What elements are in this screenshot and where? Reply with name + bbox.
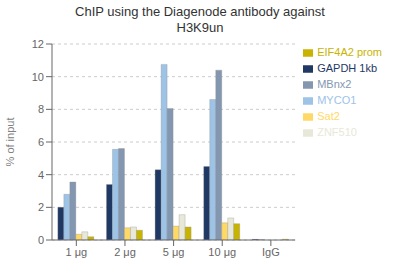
- html-text:MBnx2: MBnx2: [317, 78, 352, 90]
- svg-text:2: 2: [38, 201, 44, 213]
- svg-text:10 μg: 10 μg: [208, 246, 236, 258]
- svg-text:8: 8: [38, 103, 44, 115]
- html-text:ChIP using the Diagenode antib: ChIP using the Diagenode antibody agains…: [75, 4, 325, 19]
- svg-text:12: 12: [32, 38, 44, 50]
- svg-text:1 μg: 1 μg: [65, 246, 87, 258]
- svg-text:% of input: % of input: [8, 118, 16, 167]
- html-text:ZNF510: ZNF510: [317, 126, 357, 138]
- html-text:MYCO1: MYCO1: [317, 94, 357, 106]
- html-text:GAPDH 1kb: GAPDH 1kb: [317, 62, 378, 74]
- svg-text:0: 0: [38, 234, 44, 246]
- svg-text:10: 10: [32, 71, 44, 83]
- svg-text:IgG: IgG: [262, 246, 280, 258]
- svg-text:2 μg: 2 μg: [114, 246, 136, 258]
- html-text:Sat2: Sat2: [317, 110, 340, 122]
- svg-text:5 μg: 5 μg: [163, 246, 185, 258]
- svg-text:4: 4: [38, 169, 44, 181]
- html-text:H3K9un: H3K9un: [176, 20, 224, 35]
- html-text:EIF4A2 prom: EIF4A2 prom: [317, 46, 382, 58]
- svg-text:6: 6: [38, 136, 44, 148]
